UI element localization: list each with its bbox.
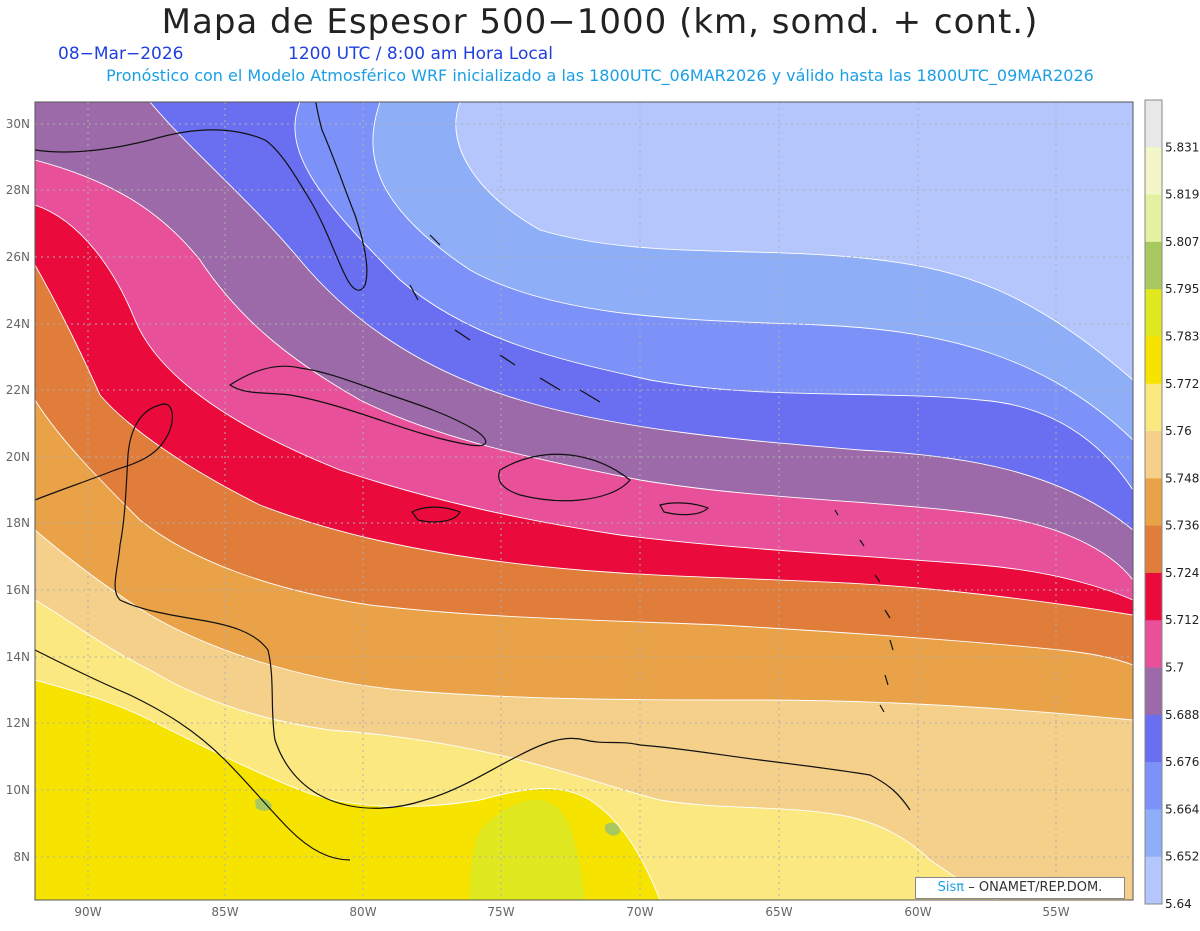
jamaica xyxy=(411,506,461,523)
colorbar-label: 5.795 xyxy=(1165,282,1199,296)
colorbar-label: 5.807 xyxy=(1165,235,1199,249)
colorbar-swatch xyxy=(1145,620,1162,669)
colorbar-label: 5.772 xyxy=(1165,377,1199,391)
lat-label: 14N xyxy=(6,650,30,664)
colorbar-swatch xyxy=(1145,194,1162,243)
thickness-bands xyxy=(35,102,1133,900)
colorbar-label: 5.688 xyxy=(1165,708,1199,722)
colorbar-swatch xyxy=(1145,289,1162,337)
colorbar-swatch xyxy=(1145,147,1162,196)
map-title: Mapa de Espesor 500−1000 (km, somd. + co… xyxy=(161,2,1039,42)
colorbar-swatch xyxy=(1145,100,1162,148)
lat-labels: 30N 28N 26N 24N 22N 20N 18N 16N 14N 12N … xyxy=(6,117,30,864)
lat-label: 26N xyxy=(6,250,30,264)
hispaniola xyxy=(498,453,631,502)
colorbar-label: 5.664 xyxy=(1165,802,1199,816)
lat-label: 8N xyxy=(13,850,30,864)
colorbar-label: 5.712 xyxy=(1165,613,1199,627)
colorbar-label: 5.819 xyxy=(1165,188,1199,202)
band-5795 xyxy=(255,798,272,811)
colorbar-label: 5.736 xyxy=(1165,519,1199,533)
cuba xyxy=(228,365,487,447)
forecast-note: Pronóstico con el Modelo Atmosférico WRF… xyxy=(106,66,1094,85)
lon-label: 70W xyxy=(626,905,653,919)
forecast-date: 08−Mar−2026 xyxy=(58,44,184,64)
puerto-rico xyxy=(659,502,710,516)
lon-label: 75W xyxy=(487,905,514,919)
lon-label: 80W xyxy=(349,905,376,919)
colorbar-swatch xyxy=(1145,809,1162,858)
lat-label: 20N xyxy=(6,450,30,464)
colorbar-label: 5.783 xyxy=(1165,329,1199,343)
credit-brand: Sisπ xyxy=(937,880,965,895)
lat-label: 30N xyxy=(6,117,30,131)
colorbar-frame xyxy=(1144,99,1163,905)
pacific-coast xyxy=(35,649,351,861)
lat-label: 18N xyxy=(6,516,30,530)
colorbar-swatch xyxy=(1145,572,1162,621)
lat-label: 16N xyxy=(6,583,30,597)
colorbar-swatch xyxy=(1145,431,1162,479)
credit-org: – ONAMET/REP.DOM. xyxy=(968,880,1103,895)
thickness-contours xyxy=(35,102,1133,900)
lat-label: 28N xyxy=(6,183,30,197)
band-5795b xyxy=(605,822,620,836)
lat-label: 12N xyxy=(6,716,30,730)
colorbar-label: 5.724 xyxy=(1165,566,1199,580)
colorbar-label: 5.652 xyxy=(1165,850,1199,864)
bahamas xyxy=(409,234,601,403)
colorbar-swatch xyxy=(1145,762,1162,810)
lon-label: 90W xyxy=(74,905,101,919)
colorbar: 5.831 5.819 5.807 5.795 5.783 5.772 5.76 5.748 5… xyxy=(1144,99,1199,911)
lon-label: 60W xyxy=(904,905,931,919)
lon-label: 55W xyxy=(1042,905,1069,919)
plot-frame xyxy=(34,101,1134,901)
colorbar-swatch xyxy=(1145,714,1162,763)
lon-label: 85W xyxy=(211,905,238,919)
colorbar-label: 5.76 xyxy=(1165,424,1192,438)
lat-label: 24N xyxy=(6,317,30,331)
colorbar-label: 5.831 xyxy=(1165,140,1199,154)
lat-label: 10N xyxy=(6,783,30,797)
colorbar-label: 5.748 xyxy=(1165,471,1199,485)
florida-coast xyxy=(35,102,368,291)
colorbar-swatch xyxy=(1145,667,1162,716)
lesser-antilles xyxy=(834,509,894,713)
graticule xyxy=(35,102,1133,900)
lon-label: 65W xyxy=(765,905,792,919)
lat-label: 22N xyxy=(6,383,30,397)
lon-labels: 90W 85W 80W 75W 70W 65W 60W 55W xyxy=(74,905,1069,919)
colorbar-swatch xyxy=(1145,856,1162,905)
colorbar-swatch xyxy=(1145,241,1162,290)
forecast-time: 1200 UTC / 8:00 am Hora Local xyxy=(288,44,553,64)
colorbar-label: 5.64 xyxy=(1165,897,1192,911)
colorbar-label: 5.676 xyxy=(1165,755,1199,769)
colorbar-swatch xyxy=(1145,336,1162,385)
central-america-coast xyxy=(35,403,426,809)
band-5783 xyxy=(470,799,585,900)
colorbar-swatch xyxy=(1145,478,1162,527)
colorbar-label: 5.7 xyxy=(1165,661,1184,675)
colorbar-swatch xyxy=(1145,525,1162,574)
south-america-coast xyxy=(424,737,911,811)
coastlines xyxy=(35,102,911,861)
credit-box: Sisπ – ONAMET/REP.DOM. xyxy=(915,877,1125,899)
colorbar-swatch xyxy=(1145,383,1162,432)
